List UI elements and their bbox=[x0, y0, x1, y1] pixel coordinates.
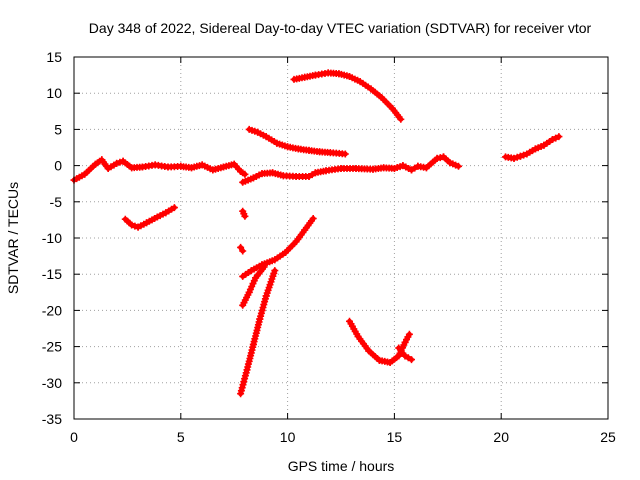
x-tick-label: 25 bbox=[600, 429, 616, 445]
y-tick-label: -5 bbox=[50, 194, 63, 210]
data-point bbox=[397, 115, 405, 123]
data-point bbox=[241, 212, 249, 220]
data-point bbox=[128, 221, 136, 229]
y-tick-label: -10 bbox=[42, 230, 62, 246]
grid bbox=[74, 57, 608, 419]
y-tick-label: 0 bbox=[54, 158, 62, 174]
x-tick-label: 20 bbox=[493, 429, 509, 445]
y-tick-label: -20 bbox=[42, 302, 62, 318]
data-point bbox=[510, 154, 518, 162]
data-point bbox=[341, 150, 349, 158]
x-tick-label: 5 bbox=[177, 429, 185, 445]
data-point bbox=[239, 247, 247, 255]
data-point bbox=[271, 267, 279, 275]
y-tick-label: -30 bbox=[42, 375, 62, 391]
y-tick-label: -25 bbox=[42, 339, 62, 355]
data-point bbox=[405, 330, 413, 338]
data-point bbox=[408, 356, 415, 364]
y-tick-label: 15 bbox=[46, 49, 62, 65]
data-traces bbox=[70, 69, 563, 398]
data-point bbox=[260, 263, 268, 271]
y-tick-label: -15 bbox=[42, 266, 62, 282]
data-point bbox=[131, 222, 139, 230]
data-point bbox=[113, 159, 121, 167]
y-tick-label: 5 bbox=[54, 121, 62, 137]
x-tick-label: 10 bbox=[280, 429, 296, 445]
data-point bbox=[552, 134, 560, 142]
chart-title: Day 348 of 2022, Sidereal Day-to-day VTE… bbox=[89, 20, 592, 36]
data-point bbox=[237, 243, 245, 251]
data-point bbox=[549, 136, 556, 143]
axis-ticks: 0 5 10 15 20 25 15 10 5 0 -5 -10 -15 -20 -25 -30 -35 bbox=[42, 49, 616, 445]
data-trace bbox=[291, 70, 404, 122]
data-point bbox=[455, 162, 462, 170]
y-axis-label: SDTVAR / TECUs bbox=[5, 182, 21, 294]
data-point bbox=[555, 133, 563, 141]
data-point bbox=[241, 170, 249, 178]
plot-frame bbox=[73, 56, 609, 420]
data-point bbox=[170, 204, 178, 212]
y-tick-label: 10 bbox=[46, 85, 62, 101]
y-tick-label: -35 bbox=[42, 411, 62, 427]
x-tick-label: 0 bbox=[70, 429, 78, 445]
data-point bbox=[513, 153, 521, 161]
data-point bbox=[309, 215, 317, 222]
x-axis-label: GPS time / hours bbox=[288, 458, 395, 474]
data-point bbox=[516, 152, 524, 160]
data-point bbox=[520, 151, 528, 159]
x-tick-label: 15 bbox=[387, 429, 403, 445]
